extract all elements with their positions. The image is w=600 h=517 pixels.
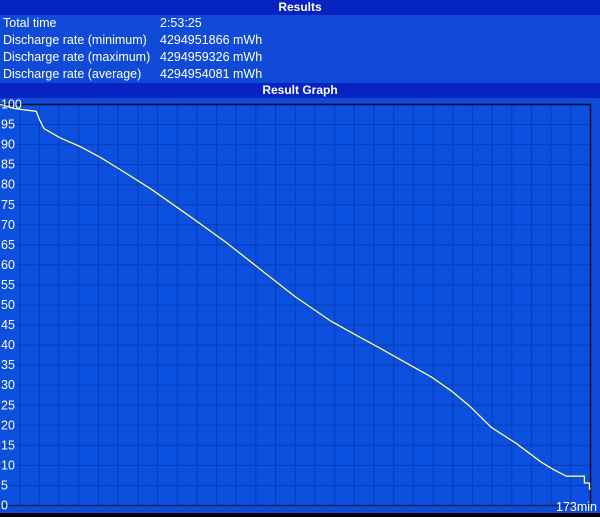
y-axis-tick-label: 70 — [1, 218, 15, 232]
y-axis-tick-label: 50 — [1, 298, 15, 312]
results-title: Results — [278, 0, 322, 14]
row-label: Discharge rate (maximum) — [3, 50, 151, 64]
graph-titlebar: Result Graph — [0, 83, 600, 98]
row-value: 4294951866 mWh — [160, 33, 263, 47]
y-axis-tick-label: 5 — [1, 478, 8, 492]
y-axis-tick-label: 40 — [1, 338, 15, 352]
y-axis-tick-label: 60 — [1, 258, 15, 272]
result-row: Discharge rate (maximum) 4294959326 mWh — [0, 49, 600, 66]
result-row: Discharge rate (minimum) 4294951866 mWh — [0, 32, 600, 49]
y-axis-tick-label: 25 — [1, 398, 15, 412]
result-graph: 100 95 90 85 80 75 70 65 60 55 50 45 40 35 30 25 20 15 10 5… — [0, 98, 600, 513]
row-label: Discharge rate (minimum) — [3, 33, 147, 47]
y-axis-tick-label: 0 — [1, 499, 8, 513]
row-value: 4294954081 mWh — [160, 67, 263, 81]
y-axis-tick-label: 75 — [1, 198, 15, 212]
bottom-bar — [0, 513, 600, 517]
discharge-curve — [0, 103, 591, 490]
y-axis-tick-label: 100 — [1, 98, 22, 112]
row-value: 2:53:25 — [160, 16, 202, 30]
result-row: Discharge rate (average) 4294954081 mWh — [0, 66, 600, 83]
row-label: Discharge rate (average) — [3, 67, 142, 81]
x-end-label: 173min — [556, 500, 597, 513]
y-axis-tick-label: 30 — [1, 378, 15, 392]
y-axis-tick-label: 45 — [1, 318, 15, 332]
y-axis-tick-label: 20 — [1, 418, 15, 432]
y-axis-tick-label: 95 — [1, 118, 15, 132]
row-label: Total time — [3, 16, 57, 30]
results-panel: Total time 2:53:25 Discharge rate (minim… — [0, 15, 600, 83]
y-axis-tick-label: 10 — [1, 458, 15, 472]
result-graph-svg: 1009590858075706560555045403530252015105… — [0, 98, 597, 513]
y-axis-tick-label: 80 — [1, 178, 15, 192]
result-row: Total time 2:53:25 — [0, 15, 600, 32]
y-axis-tick-label: 90 — [1, 138, 15, 152]
y-axis-tick-label: 65 — [1, 238, 15, 252]
results-titlebar: Results — [0, 0, 600, 15]
graph-title: Result Graph — [262, 83, 338, 97]
y-axis-tick-label: 15 — [1, 438, 15, 452]
y-axis-tick-label: 35 — [1, 358, 15, 372]
y-axis-tick-label: 55 — [1, 278, 15, 292]
y-axis-tick-label: 85 — [1, 158, 15, 172]
row-value: 4294959326 mWh — [160, 50, 263, 64]
